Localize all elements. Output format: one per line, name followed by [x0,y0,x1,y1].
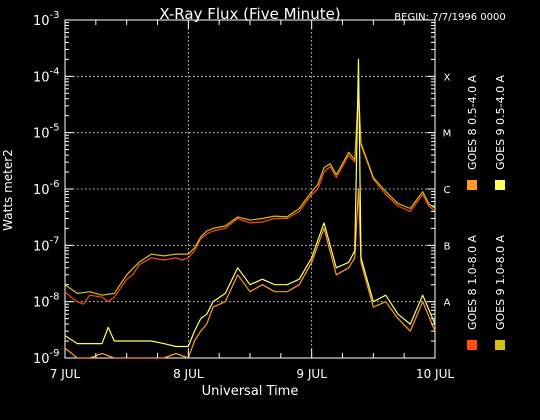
y-tick-label: 10-6 [33,179,60,198]
x-axis-label: Universal Time [202,384,299,399]
legend-label: GOES 9 0.5-4.0 A [494,74,507,170]
y-tick-label: 10-5 [33,123,60,142]
flare-class-label: A [444,298,451,309]
flare-class-labels: A B C M X [443,72,452,308]
legend-swatch [495,340,505,350]
plot-area [64,19,436,359]
legend-swatch [467,180,477,190]
y-tick-label: 10-8 [33,292,60,311]
legend-label: GOES 8 1.0-8.0 A [466,234,479,330]
y-tick-label: 10-9 [33,348,60,367]
y-tick-label: 10-4 [33,66,60,85]
legend-swatch [467,340,477,350]
series-line [64,188,436,359]
legend-swatch [495,180,505,190]
series-line [64,58,436,348]
chart-title: X-Ray Flux (Five Minute) [159,5,340,23]
y-tick-label: 10-7 [33,235,60,254]
series-line [64,92,436,305]
legend-label: GOES 8 0.5-4.0 A [466,74,479,170]
grid-lines [65,20,435,358]
flare-class-label: B [444,241,451,252]
begin-label: BEGIN: 7/7/1996 0000 [394,12,505,23]
flare-class-label: X [444,72,451,83]
flare-class-label: M [443,129,452,140]
x-tick-label: 9 JUL [296,367,327,381]
series-lines [64,58,436,359]
x-tick-label: 8 JUL [173,367,204,381]
y-tick-label: 10-3 [33,10,60,29]
flare-class-label: C [444,185,451,196]
legend-label: GOES 9 1.0-8.0 A [494,234,507,330]
y-tick-labels: 10-9 10-8 10-7 10-6 10-5 10-4 10-3 [33,10,60,367]
series-line [64,90,436,296]
x-tick-label: 7 JUL [50,367,81,381]
x-tick-labels: 7 JUL 8 JUL 9 JUL 10 JUL [50,367,455,381]
legend: GOES 8 1.0-8.0 A GOES 9 1.0-8.0 A GOES 8 0… [466,74,507,350]
x-tick-label: 10 JUL [416,367,454,381]
y-axis-label: Watts meter2 [1,149,15,231]
axis-ticks [64,19,436,359]
